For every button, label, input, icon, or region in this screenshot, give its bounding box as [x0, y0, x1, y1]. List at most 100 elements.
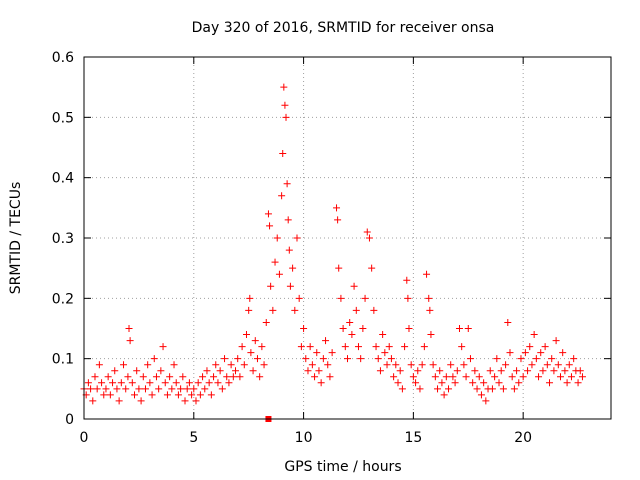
data-point	[370, 306, 378, 314]
data-point	[427, 331, 435, 339]
data-point	[201, 385, 209, 393]
data-point	[363, 228, 371, 236]
data-point	[565, 361, 573, 369]
data-point	[357, 355, 365, 363]
data-point	[308, 361, 316, 369]
data-point	[225, 379, 233, 387]
data-point	[135, 385, 143, 393]
data-point	[543, 361, 551, 369]
data-point	[535, 373, 543, 381]
data-point	[438, 379, 446, 387]
data-point	[519, 373, 527, 381]
data-point	[304, 367, 312, 375]
data-point	[152, 373, 160, 381]
data-point	[283, 180, 291, 188]
data-point	[139, 373, 147, 381]
data-point	[183, 385, 191, 393]
data-point	[493, 355, 501, 363]
data-point	[425, 294, 433, 302]
data-point	[401, 343, 409, 351]
data-point	[416, 385, 424, 393]
data-point	[561, 367, 569, 375]
data-point	[548, 355, 556, 363]
data-point	[513, 367, 521, 375]
data-point	[381, 349, 389, 357]
data-point	[295, 294, 303, 302]
data-point	[286, 282, 294, 290]
data-point	[528, 361, 536, 369]
data-point	[273, 234, 281, 242]
data-point	[451, 379, 459, 387]
data-point	[554, 361, 562, 369]
data-point	[524, 367, 532, 375]
data-point	[412, 379, 420, 387]
data-point	[440, 391, 448, 399]
x-tick-label: 15	[404, 430, 422, 446]
data-point	[383, 361, 391, 369]
data-point	[466, 355, 474, 363]
data-point	[453, 367, 461, 375]
data-point	[212, 361, 220, 369]
data-point	[403, 276, 411, 284]
data-point	[157, 367, 165, 375]
data-point	[278, 192, 286, 200]
data-point	[390, 373, 398, 381]
data-point	[576, 367, 584, 375]
data-point	[227, 361, 235, 369]
data-point	[414, 367, 422, 375]
data-point	[460, 361, 468, 369]
data-point	[181, 397, 189, 405]
data-point	[473, 385, 481, 393]
data-point	[279, 150, 287, 158]
data-point	[214, 379, 222, 387]
data-point	[122, 385, 130, 393]
data-point	[199, 373, 207, 381]
data-point	[530, 331, 538, 339]
data-point	[337, 294, 345, 302]
data-point	[89, 397, 97, 405]
data-point	[313, 349, 321, 357]
data-point	[546, 379, 554, 387]
data-point	[385, 343, 393, 351]
data-point	[559, 349, 567, 357]
data-point	[126, 337, 134, 345]
data-point	[245, 306, 253, 314]
data-point	[486, 367, 494, 375]
data-point	[269, 306, 277, 314]
data-point	[319, 355, 327, 363]
data-point	[341, 343, 349, 351]
data-point	[84, 379, 92, 387]
data-point	[532, 355, 540, 363]
data-point	[567, 373, 575, 381]
data-point	[111, 367, 119, 375]
data-point	[491, 373, 499, 381]
data-point	[275, 270, 283, 278]
data-point	[185, 379, 193, 387]
data-point	[144, 361, 152, 369]
data-point	[210, 373, 218, 381]
y-tick-label: 0.5	[52, 110, 74, 126]
data-point	[102, 385, 110, 393]
data-point	[405, 325, 413, 332]
data-point	[194, 379, 202, 387]
data-point	[100, 391, 108, 399]
data-point	[98, 379, 106, 387]
data-points	[80, 83, 586, 422]
x-tick-label: 10	[295, 430, 313, 446]
data-point	[379, 331, 387, 339]
data-point	[285, 246, 293, 254]
data-point	[155, 385, 163, 393]
data-point	[326, 373, 334, 381]
data-point	[203, 367, 211, 375]
data-point	[541, 343, 549, 351]
data-point	[236, 373, 244, 381]
data-point	[115, 397, 123, 405]
data-point	[133, 367, 141, 375]
data-point	[161, 379, 169, 387]
data-point	[291, 306, 299, 314]
data-point	[93, 385, 101, 393]
data-point	[333, 204, 341, 212]
data-point	[218, 385, 226, 393]
grid	[84, 57, 611, 419]
data-point	[247, 349, 255, 357]
